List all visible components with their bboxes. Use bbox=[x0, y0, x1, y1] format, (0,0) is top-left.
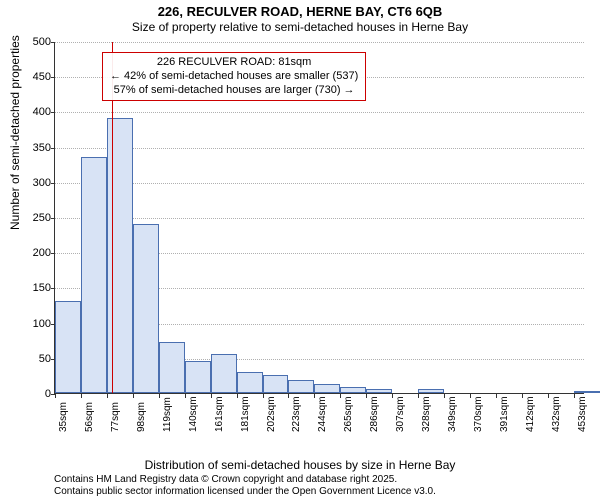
y-tick-mark bbox=[51, 218, 55, 219]
histogram-bar bbox=[418, 389, 444, 393]
x-tick-label: 453sqm bbox=[577, 396, 588, 432]
y-tick-label: 150 bbox=[15, 282, 51, 294]
gridline-h bbox=[55, 148, 584, 149]
y-tick-label: 50 bbox=[15, 353, 51, 365]
y-tick-label: 350 bbox=[15, 142, 51, 154]
y-tick-label: 200 bbox=[15, 247, 51, 259]
histogram-bar bbox=[288, 380, 314, 393]
x-tick-label: 119sqm bbox=[162, 397, 173, 432]
x-tick-label: 77sqm bbox=[110, 402, 121, 432]
x-tick-label: 223sqm bbox=[291, 396, 302, 432]
x-tick-mark bbox=[340, 394, 341, 398]
x-tick-label: 35sqm bbox=[58, 402, 69, 432]
y-tick-mark bbox=[51, 42, 55, 43]
y-tick-label: 0 bbox=[15, 388, 51, 400]
x-tick-mark bbox=[366, 394, 367, 398]
y-tick-mark bbox=[51, 253, 55, 254]
gridline-h bbox=[55, 42, 584, 43]
histogram-bar bbox=[340, 387, 366, 393]
x-tick-mark bbox=[133, 394, 134, 398]
y-tick-mark bbox=[51, 148, 55, 149]
x-tick-label: 412sqm bbox=[525, 396, 536, 432]
histogram-bar bbox=[366, 389, 392, 393]
annotation-line3: 57% of semi-detached houses are larger (… bbox=[110, 84, 358, 98]
x-tick-label: 56sqm bbox=[84, 402, 95, 432]
x-tick-mark bbox=[574, 394, 575, 398]
histogram-bar bbox=[185, 361, 211, 393]
histogram-bar bbox=[107, 118, 133, 393]
histogram-bar bbox=[211, 354, 237, 393]
x-tick-label: 140sqm bbox=[188, 396, 199, 432]
x-tick-label: 391sqm bbox=[499, 396, 510, 432]
histogram-bar bbox=[237, 372, 263, 393]
plot-area: 05010015020025030035040045050035sqm56sqm… bbox=[54, 42, 584, 394]
histogram-bar bbox=[574, 391, 600, 393]
x-tick-mark bbox=[288, 394, 289, 398]
x-tick-label: 98sqm bbox=[136, 402, 147, 432]
x-tick-mark bbox=[444, 394, 445, 398]
histogram-bar bbox=[263, 375, 289, 393]
x-tick-mark bbox=[496, 394, 497, 398]
x-tick-mark bbox=[392, 394, 393, 398]
y-tick-label: 400 bbox=[15, 106, 51, 118]
annotation-line1: 226 RECULVER ROAD: 81sqm bbox=[110, 56, 358, 70]
x-tick-label: 161sqm bbox=[214, 396, 225, 432]
x-tick-mark bbox=[107, 394, 108, 398]
x-tick-mark bbox=[470, 394, 471, 398]
y-tick-label: 100 bbox=[15, 318, 51, 330]
x-tick-mark bbox=[548, 394, 549, 398]
x-tick-label: 349sqm bbox=[447, 396, 458, 432]
gridline-h bbox=[55, 112, 584, 113]
x-tick-mark bbox=[211, 394, 212, 398]
gridline-h bbox=[55, 183, 584, 184]
x-tick-label: 244sqm bbox=[317, 396, 328, 432]
x-tick-label: 286sqm bbox=[369, 396, 380, 432]
x-tick-label: 265sqm bbox=[343, 396, 354, 432]
x-tick-label: 370sqm bbox=[473, 396, 484, 432]
x-tick-mark bbox=[81, 394, 82, 398]
y-tick-mark bbox=[51, 183, 55, 184]
x-axis-label: Distribution of semi-detached houses by … bbox=[0, 458, 600, 472]
x-tick-label: 202sqm bbox=[266, 396, 277, 432]
x-tick-mark bbox=[159, 394, 160, 398]
x-tick-mark bbox=[522, 394, 523, 398]
x-tick-mark bbox=[237, 394, 238, 398]
annotation-box: 226 RECULVER ROAD: 81sqm← 42% of semi-de… bbox=[102, 52, 366, 101]
y-tick-label: 250 bbox=[15, 212, 51, 224]
y-tick-mark bbox=[51, 288, 55, 289]
x-tick-mark bbox=[418, 394, 419, 398]
histogram-bar bbox=[314, 384, 340, 393]
annotation-line2: ← 42% of semi-detached houses are smalle… bbox=[110, 70, 358, 84]
histogram-bar bbox=[159, 342, 185, 393]
histogram-bar bbox=[81, 157, 107, 393]
attribution-line2: Contains public sector information licen… bbox=[54, 486, 436, 498]
y-tick-label: 300 bbox=[15, 177, 51, 189]
x-tick-label: 181sqm bbox=[240, 396, 251, 432]
y-axis-label: Number of semi-detached properties bbox=[8, 35, 22, 230]
attribution-text: Contains HM Land Registry data © Crown c… bbox=[54, 474, 436, 497]
gridline-h bbox=[55, 218, 584, 219]
y-tick-mark bbox=[51, 112, 55, 113]
page-subtitle: Size of property relative to semi-detach… bbox=[0, 20, 600, 34]
x-tick-label: 328sqm bbox=[421, 396, 432, 432]
chart-container: 05010015020025030035040045050035sqm56sqm… bbox=[54, 42, 584, 432]
x-tick-mark bbox=[314, 394, 315, 398]
attribution-line1: Contains HM Land Registry data © Crown c… bbox=[54, 474, 436, 486]
histogram-bar bbox=[55, 301, 81, 393]
x-tick-mark bbox=[263, 394, 264, 398]
y-tick-label: 450 bbox=[15, 71, 51, 83]
x-tick-label: 432sqm bbox=[551, 396, 562, 432]
x-tick-label: 307sqm bbox=[395, 396, 406, 432]
page-title: 226, RECULVER ROAD, HERNE BAY, CT6 6QB bbox=[0, 4, 600, 19]
y-tick-mark bbox=[51, 77, 55, 78]
histogram-bar bbox=[133, 224, 159, 393]
y-tick-label: 500 bbox=[15, 36, 51, 48]
x-tick-mark bbox=[55, 394, 56, 398]
x-tick-mark bbox=[185, 394, 186, 398]
